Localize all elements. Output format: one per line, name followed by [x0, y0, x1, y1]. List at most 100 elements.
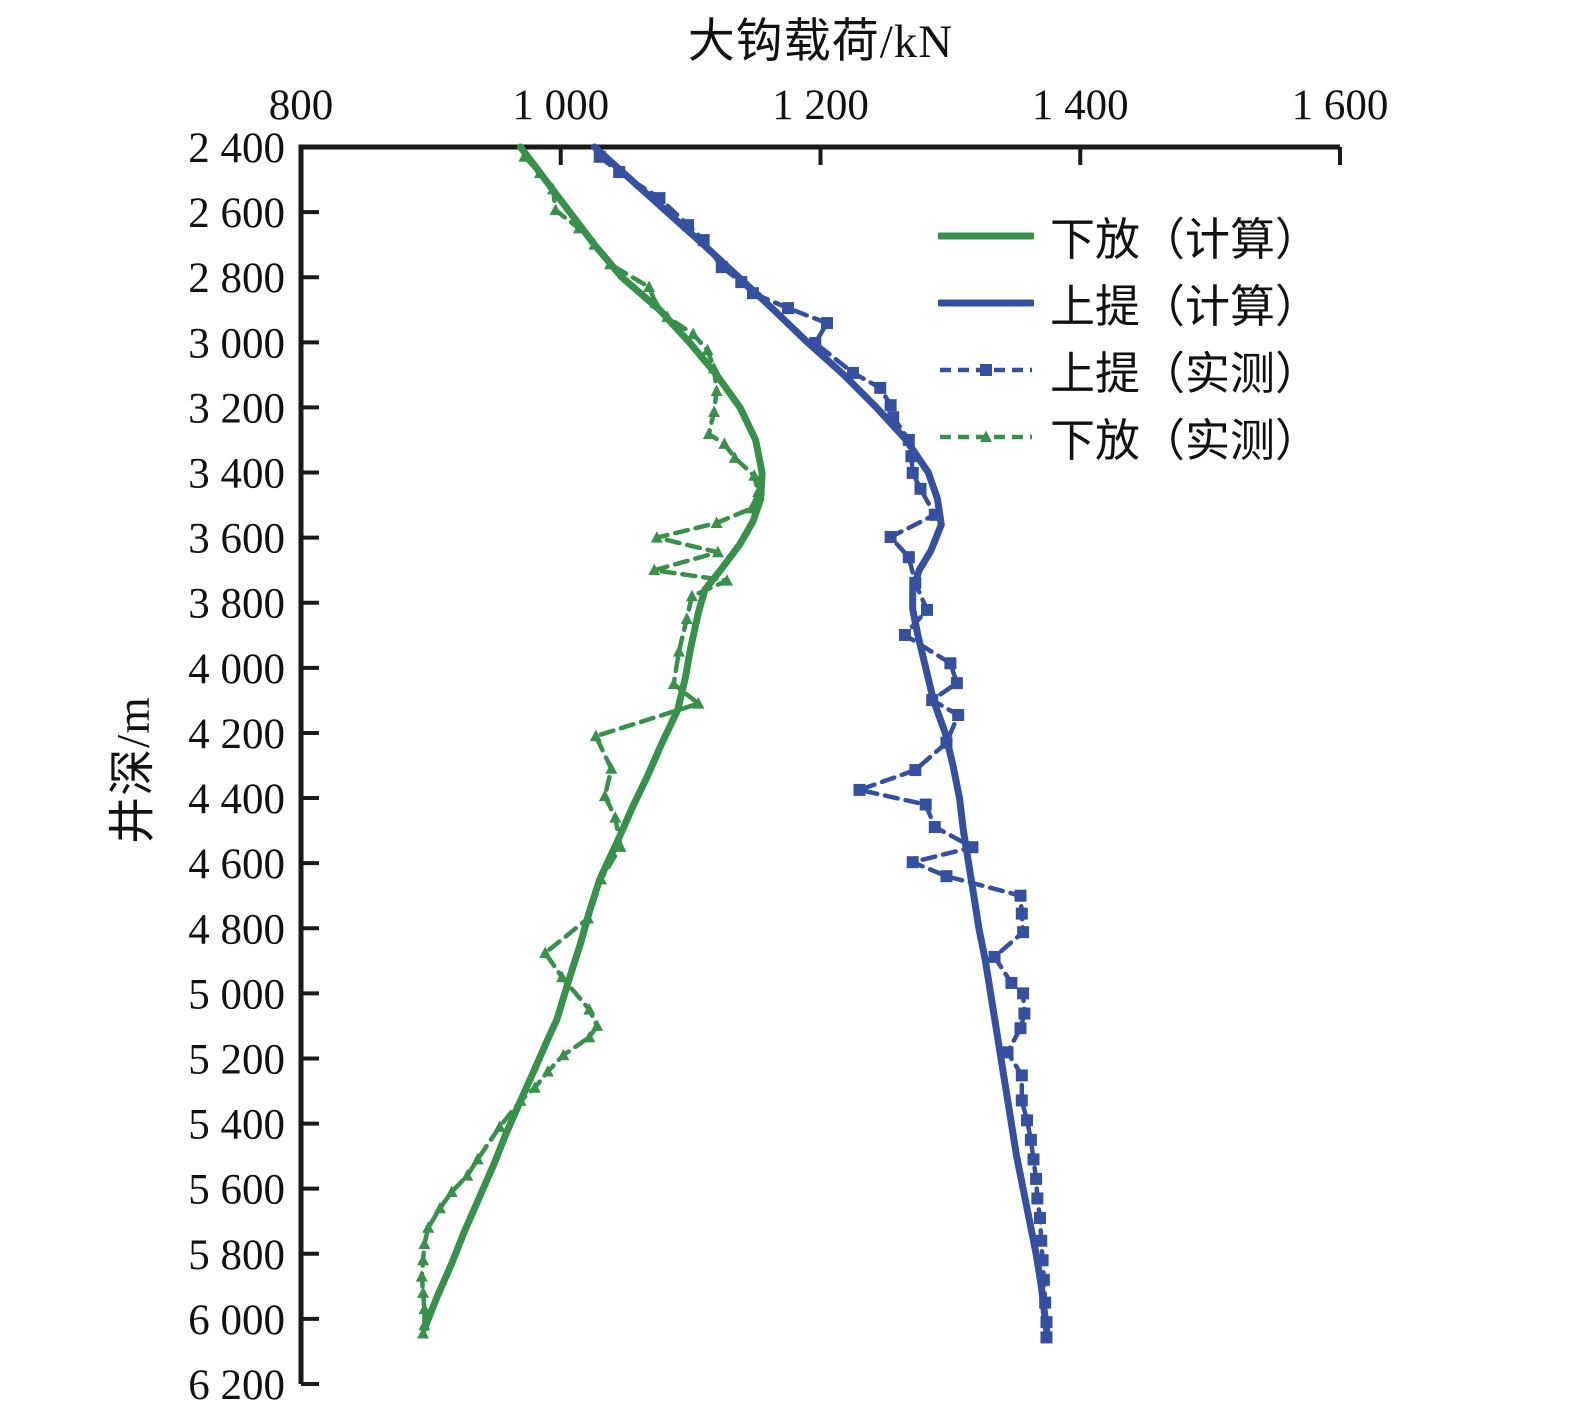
triangle-marker [648, 563, 661, 576]
triangle-marker [687, 327, 700, 340]
square-marker [1027, 1153, 1040, 1166]
triangle-marker [418, 1237, 431, 1250]
triangle-marker [598, 789, 611, 802]
triangle-marker [417, 1253, 430, 1266]
x-tick-label: 1 400 [1032, 82, 1129, 129]
y-tick-label: 5 400 [188, 1102, 285, 1149]
triangle-marker [418, 1318, 431, 1331]
square-marker [906, 856, 919, 869]
triangle-marker [557, 1048, 570, 1061]
square-marker [1017, 926, 1030, 939]
triangle-marker [433, 1201, 446, 1214]
triangle-marker [748, 469, 761, 481]
triangle-marker [533, 166, 546, 179]
square-marker [1033, 1211, 1046, 1224]
square-marker [1040, 1316, 1053, 1329]
triangle-marker [745, 501, 758, 514]
triangle-marker [589, 729, 602, 742]
triangle-marker [417, 1286, 430, 1298]
triangle-marker [546, 182, 559, 195]
y-tick-label: 2 600 [188, 190, 285, 237]
triangle-marker [710, 516, 723, 528]
x-axis-title: 大钩载荷/kN [687, 16, 954, 68]
y-tick-label: 3 200 [188, 385, 285, 432]
triangle-marker [701, 343, 714, 356]
triangle-marker [415, 1270, 428, 1282]
square-marker [682, 219, 695, 232]
triangle-marker [692, 697, 705, 709]
triangle-marker [667, 677, 680, 690]
triangle-marker [549, 203, 562, 216]
series-line-0 [420, 143, 766, 1333]
y-tick-label: 5 000 [188, 971, 285, 1018]
y-tick-label: 3 800 [188, 581, 285, 628]
triangle-marker [661, 310, 674, 322]
y-tick-label: 2 400 [188, 125, 285, 172]
y-axis-title: 井深/m [107, 696, 160, 844]
triangle-marker [556, 970, 569, 983]
square-marker [905, 450, 918, 463]
square-marker [1024, 1133, 1037, 1146]
triangle-marker [461, 1169, 474, 1181]
triangle-marker [493, 1120, 506, 1132]
triangle-marker [650, 531, 663, 543]
square-marker [782, 302, 795, 315]
legend-item-lower-measured: 下放（实测） [938, 403, 1320, 470]
legend-label-lower-measured: 下放（实测） [1050, 416, 1321, 466]
series-0 [420, 143, 766, 1333]
triangle-marker [708, 405, 721, 417]
legend-swatch-lower-calc-line [938, 232, 1034, 239]
y-tick-label: 4 800 [188, 906, 285, 953]
y-tick-label: 4 600 [188, 841, 285, 888]
square-marker [1021, 1114, 1034, 1127]
square-marker [715, 261, 728, 274]
triangle-marker [591, 1019, 604, 1031]
y-tick-label: 4 000 [188, 646, 285, 693]
square-marker [1040, 1331, 1053, 1344]
triangle-marker [752, 485, 765, 498]
square-marker [1031, 1192, 1044, 1205]
square-marker [1030, 1172, 1043, 1185]
square-marker [820, 317, 833, 330]
legend-swatch-raise-measured-line [940, 363, 1032, 376]
triangle-marker [541, 1064, 554, 1077]
square-marker [884, 399, 897, 412]
triangle-marker [422, 1221, 435, 1233]
triangle-marker [718, 437, 731, 449]
square-marker [1015, 1069, 1028, 1082]
triangle-marker [528, 1081, 541, 1093]
square-marker [593, 150, 606, 163]
triangle-marker [643, 280, 656, 292]
square-marker [613, 166, 626, 179]
square-marker [735, 276, 748, 289]
square-marker [1037, 1273, 1050, 1286]
triangle-marker [605, 762, 618, 774]
square-marker [902, 551, 915, 564]
square-marker [950, 677, 963, 690]
square-marker [988, 950, 1001, 963]
y-tick-label: 3 400 [188, 451, 285, 498]
square-marker [919, 798, 932, 811]
triangle-marker [708, 361, 721, 374]
square-marker [914, 482, 927, 495]
square-marker [940, 736, 953, 749]
legend-swatch-lower-measured-line [940, 430, 1032, 442]
square-marker [909, 764, 922, 777]
triangle-marker [445, 1185, 458, 1197]
triangle-marker [720, 574, 733, 586]
legend: 下放（计算） 上提（计算） 上提（实测） 下放（实测） [938, 202, 1320, 470]
y-tick-label: 5 800 [188, 1232, 285, 1279]
square-marker [928, 821, 941, 834]
legend-swatch-raise-calc-line [938, 299, 1034, 306]
y-tick-label: 3 600 [188, 516, 285, 563]
triangle-marker [595, 872, 608, 885]
square-marker [902, 433, 915, 446]
square-marker [884, 530, 897, 543]
square-marker [1036, 1254, 1049, 1267]
y-tick-label: 5 600 [188, 1167, 285, 1214]
triangle-marker [680, 612, 693, 625]
triangle-marker [583, 1030, 596, 1043]
x-tick-label: 800 [269, 82, 334, 129]
legend-item-raise-measured: 上提（实测） [938, 336, 1320, 403]
square-marker [966, 841, 979, 854]
